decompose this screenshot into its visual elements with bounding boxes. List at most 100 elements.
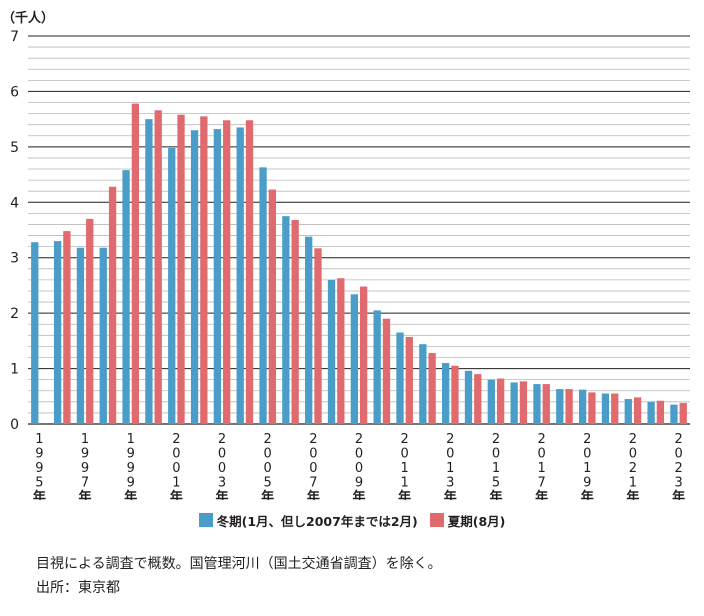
y-tick-label: 6 xyxy=(10,84,19,100)
x-tick-char: 0 xyxy=(309,447,317,462)
x-tick-char: 9 xyxy=(583,476,591,491)
x-tick-char: 年 xyxy=(307,489,320,500)
x-tick-char: 9 xyxy=(81,461,89,476)
x-tick-char: 9 xyxy=(127,461,135,476)
y-tick-label: 5 xyxy=(10,140,19,156)
bar-summer-1997 xyxy=(86,218,94,424)
bar-winter-2018 xyxy=(556,389,564,424)
bar-winter-2011 xyxy=(396,332,404,424)
bar-winter-2014 xyxy=(464,370,473,424)
x-tick-char: 年 xyxy=(535,489,548,500)
bar-summer-2017 xyxy=(542,384,550,424)
bar-summer-2003 xyxy=(223,120,231,424)
bar-winter-2002 xyxy=(190,130,199,424)
x-tick-char: 0 xyxy=(401,447,409,462)
bar-winter-1998 xyxy=(99,247,107,424)
x-tick-char: 9 xyxy=(355,476,363,491)
legend: 冬期(1月、但し2007年までは2月) 夏期(8月) xyxy=(0,510,704,530)
chart-source: 出所：東京都 xyxy=(36,580,120,596)
bar-summer-1999 xyxy=(131,103,140,424)
bars xyxy=(31,103,687,425)
x-tick-char: 年 xyxy=(352,489,365,500)
x-tick-char: 年 xyxy=(398,489,411,500)
bar-winter-2006 xyxy=(282,216,290,424)
bar-summer-2007 xyxy=(314,248,322,424)
x-tick-char: 9 xyxy=(127,447,135,462)
bar-winter-2004 xyxy=(236,127,244,424)
bar-summer-2013 xyxy=(451,365,459,424)
bar-winter-2019 xyxy=(578,389,587,424)
bar-summer-2015 xyxy=(496,378,505,424)
x-tick-char: 2 xyxy=(629,432,637,447)
x-tick-char: 0 xyxy=(172,461,180,476)
x-tick-char: 7 xyxy=(81,476,89,491)
bar-winter-1997 xyxy=(76,247,85,424)
x-tick-char: 2 xyxy=(674,461,682,476)
bar-winter-2023 xyxy=(670,404,678,424)
y-axis-unit-label: （千人） xyxy=(2,10,54,26)
x-tick-char: 2 xyxy=(218,432,226,447)
bar-winter-2022 xyxy=(647,401,655,424)
x-tick-char: 5 xyxy=(492,476,500,491)
x-tick-char: 年 xyxy=(79,489,92,500)
x-tick-char: 1 xyxy=(127,432,135,447)
y-tick-label: 0 xyxy=(10,417,19,433)
x-tick-char: 2 xyxy=(355,432,363,447)
chart-note: 目視による調査で概数。国管理河川（国土交通省調査）を除く。 xyxy=(36,556,442,572)
x-tick-char: 0 xyxy=(446,447,454,462)
x-tick-char: 年 xyxy=(444,489,457,500)
x-tick-char: 0 xyxy=(674,447,682,462)
x-tick-char: 0 xyxy=(537,447,545,462)
x-tick-char: 1 xyxy=(401,461,409,476)
bar-winter-2017 xyxy=(533,384,541,424)
x-tick-char: 2 xyxy=(537,432,545,447)
x-tick-char: 1 xyxy=(81,432,89,447)
x-tick-char: 3 xyxy=(674,476,682,491)
x-tick-char: 0 xyxy=(218,447,226,462)
x-tick-char: 2 xyxy=(492,432,500,447)
bar-winter-2008 xyxy=(327,279,336,424)
legend-label-winter: 冬期(1月、但し2007年までは2月) xyxy=(216,513,418,529)
y-tick-label: 1 xyxy=(10,362,19,378)
x-tick-char: 2 xyxy=(446,432,454,447)
x-tick-char: 2 xyxy=(264,432,272,447)
bar-summer-2005 xyxy=(268,189,276,424)
bar-summer-1998 xyxy=(108,186,117,424)
bar-summer-2021 xyxy=(633,397,642,424)
x-tick-char: 0 xyxy=(218,461,226,476)
bar-summer-2002 xyxy=(200,116,208,424)
x-tick-char: 3 xyxy=(218,476,226,491)
bar-winter-2013 xyxy=(442,363,450,424)
legend-swatch-winter xyxy=(198,513,213,527)
x-tick-char: 0 xyxy=(355,461,363,476)
bar-summer-2019 xyxy=(588,392,596,424)
x-tick-char: 2 xyxy=(629,461,637,476)
bar-winter-2007 xyxy=(305,236,313,424)
x-tick-char: 0 xyxy=(492,447,500,462)
bar-winter-2009 xyxy=(350,294,358,424)
x-tick-char: 1 xyxy=(401,476,409,491)
x-tick-char: 9 xyxy=(35,447,43,462)
bar-winter-2015 xyxy=(487,379,495,424)
x-tick-char: 2 xyxy=(401,432,409,447)
bar-summer-2020 xyxy=(611,393,619,424)
bar-winter-1995 xyxy=(31,242,39,424)
x-tick-char: 1 xyxy=(446,461,454,476)
x-tick-char: 2 xyxy=(583,432,591,447)
bar-winter-2005 xyxy=(259,167,267,424)
bar-summer-2023 xyxy=(679,402,687,424)
x-tick-char: 1 xyxy=(35,432,43,447)
y-tick-label: 3 xyxy=(10,251,19,267)
bar-summer-2001 xyxy=(177,114,185,425)
x-tick-char: 年 xyxy=(216,489,229,500)
bar-summer-1996 xyxy=(63,231,71,424)
x-tick-char: 9 xyxy=(81,447,89,462)
x-tick-char: 0 xyxy=(264,461,272,476)
